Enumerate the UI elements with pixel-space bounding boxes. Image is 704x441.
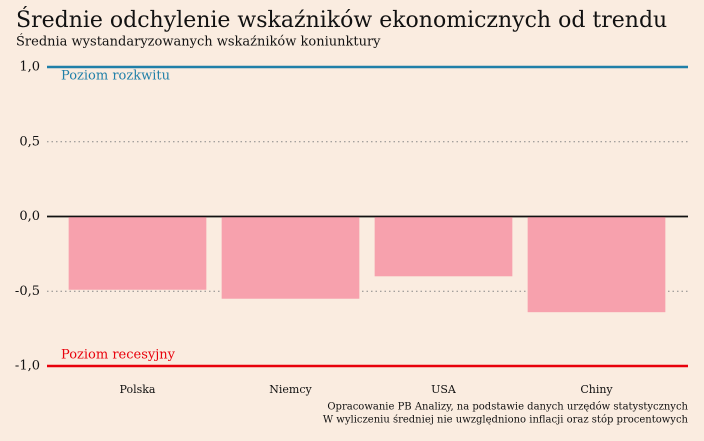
y-tick-label: -0,5 [15, 284, 40, 299]
y-tick-label: 0,5 [19, 134, 40, 149]
chart-title: Średnie odchylenie wskaźników ekonomiczn… [16, 6, 667, 33]
note: Opracowanie PB Analizy, na podstawie dan… [327, 402, 688, 413]
reference-label: Poziom recesyjny [61, 348, 176, 363]
bar [68, 216, 207, 290]
bar [527, 216, 666, 313]
bar [221, 216, 360, 299]
note: W wyliczeniu średniej nie uwzględniono i… [323, 415, 689, 426]
x-tick-label: Polska [120, 383, 156, 396]
x-tick-label: Niemcy [269, 383, 312, 396]
y-tick-label: 1,0 [19, 60, 40, 75]
y-tick-label: 0,0 [19, 209, 40, 224]
x-tick-label: USA [431, 383, 457, 396]
chart-subtitle: Średnia wystandaryzowanych wskaźników ko… [16, 33, 381, 50]
x-tick-label: Chiny [580, 383, 613, 396]
bar [374, 216, 513, 277]
reference-label: Poziom rozkwitu [61, 69, 170, 84]
y-tick-label: -1,0 [15, 359, 40, 374]
